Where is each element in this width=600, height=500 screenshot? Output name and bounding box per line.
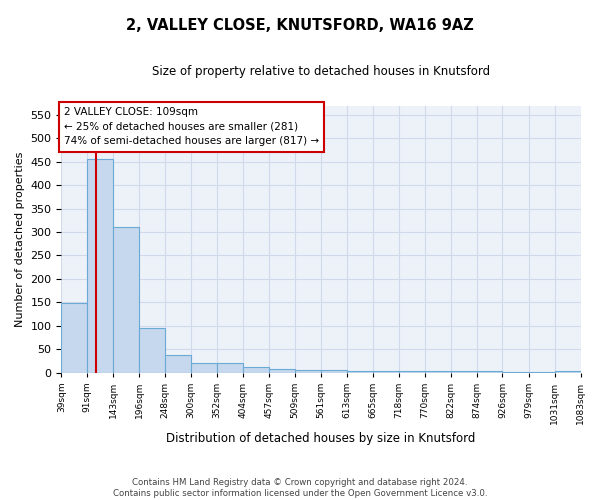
Bar	[451, 371, 476, 372]
Text: Contains HM Land Registry data © Crown copyright and database right 2024.
Contai: Contains HM Land Registry data © Crown c…	[113, 478, 487, 498]
X-axis label: Distribution of detached houses by size in Knutsford: Distribution of detached houses by size …	[166, 432, 476, 445]
Bar	[269, 369, 295, 372]
Bar	[191, 363, 217, 372]
Y-axis label: Number of detached properties: Number of detached properties	[15, 152, 25, 326]
Bar	[321, 370, 347, 372]
Title: Size of property relative to detached houses in Knutsford: Size of property relative to detached ho…	[152, 65, 490, 78]
Text: 2 VALLEY CLOSE: 109sqm
← 25% of detached houses are smaller (281)
74% of semi-de: 2 VALLEY CLOSE: 109sqm ← 25% of detached…	[64, 107, 319, 146]
Bar	[399, 370, 425, 372]
Bar	[139, 328, 166, 372]
Bar	[476, 371, 502, 372]
Bar	[347, 370, 373, 372]
Text: 2, VALLEY CLOSE, KNUTSFORD, WA16 9AZ: 2, VALLEY CLOSE, KNUTSFORD, WA16 9AZ	[126, 18, 474, 32]
Bar	[87, 160, 113, 372]
Bar	[295, 370, 321, 372]
Bar	[554, 371, 581, 372]
Bar	[166, 354, 191, 372]
Bar	[217, 363, 243, 372]
Bar	[61, 303, 87, 372]
Bar	[373, 370, 399, 372]
Bar	[425, 371, 451, 372]
Bar	[113, 228, 139, 372]
Bar	[243, 367, 269, 372]
